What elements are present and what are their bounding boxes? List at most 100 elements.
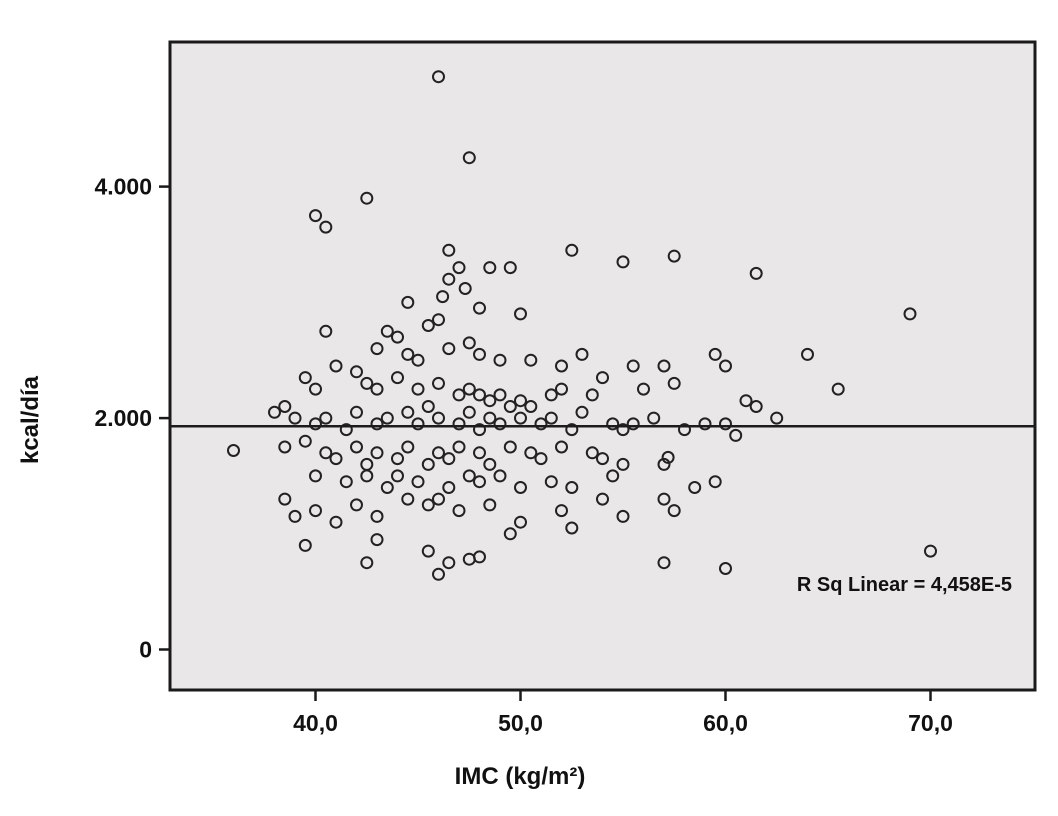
data-point <box>514 411 527 425</box>
x-tick-label: 60,0 <box>703 710 748 736</box>
data-point <box>421 498 435 512</box>
data-point <box>483 261 497 275</box>
data-point <box>616 509 630 523</box>
data-point <box>462 405 476 419</box>
data-point <box>370 382 384 396</box>
data-point <box>678 423 691 437</box>
data-point <box>288 509 302 523</box>
data-point <box>698 417 712 431</box>
data-point <box>657 492 671 506</box>
data-point <box>555 359 568 373</box>
data-point <box>739 394 753 408</box>
data-point <box>749 400 763 413</box>
data-point <box>360 556 374 570</box>
data-point <box>380 411 394 425</box>
data-point <box>503 527 517 541</box>
data-point <box>298 434 312 448</box>
data-point <box>667 376 681 390</box>
data-point <box>719 417 732 431</box>
data-point <box>370 509 384 523</box>
data-point <box>298 538 312 552</box>
data-point <box>329 515 343 529</box>
data-point <box>729 428 743 442</box>
data-point <box>503 440 517 454</box>
data-point <box>503 400 517 413</box>
y-axis-ticks: 0 2.000 4.000 <box>94 174 169 663</box>
data-point <box>268 405 281 419</box>
data-point <box>370 446 384 460</box>
data-point <box>278 440 292 454</box>
data-point <box>647 411 661 425</box>
data-point <box>555 504 568 518</box>
data-point <box>432 567 445 581</box>
data-point <box>585 446 599 460</box>
data-point <box>442 481 456 494</box>
data-point <box>370 417 384 431</box>
data-point <box>442 243 456 257</box>
data-point <box>442 342 456 356</box>
data-point <box>719 359 732 373</box>
data-point <box>360 376 374 390</box>
data-point <box>329 452 343 466</box>
data-point <box>637 382 650 396</box>
data-point <box>708 347 722 361</box>
data-point <box>688 481 702 494</box>
data-point <box>503 261 517 275</box>
data-point <box>483 498 497 512</box>
data-point <box>473 388 486 402</box>
data-point <box>421 400 435 413</box>
y-tick-label: 0 <box>139 637 152 663</box>
x-tick-label: 50,0 <box>498 710 543 736</box>
data-point <box>473 446 486 460</box>
data-point <box>524 353 538 367</box>
data-point <box>534 417 548 431</box>
data-point <box>411 353 425 367</box>
data-point <box>319 446 333 460</box>
data-point <box>442 452 456 466</box>
data-point <box>596 492 609 506</box>
data-point <box>391 330 404 344</box>
data-point <box>391 469 404 483</box>
plot-area <box>168 40 1037 692</box>
data-point <box>278 400 292 413</box>
data-point <box>432 411 445 425</box>
data-point <box>524 400 538 413</box>
data-point <box>585 388 599 402</box>
data-point <box>319 220 333 234</box>
data-point <box>442 272 456 286</box>
data-point <box>667 249 681 263</box>
data-point <box>339 423 353 437</box>
data-point <box>473 423 486 437</box>
data-point <box>462 469 476 483</box>
data-point <box>473 475 486 489</box>
data-point <box>401 347 415 361</box>
data-point <box>719 562 732 575</box>
data-point <box>309 469 322 483</box>
data-point <box>626 359 640 373</box>
data-point <box>749 266 763 280</box>
data-point <box>462 151 476 165</box>
data-point <box>606 417 620 431</box>
data-point <box>565 423 579 437</box>
data-point <box>801 347 814 361</box>
data-point <box>391 452 404 466</box>
data-point <box>596 452 609 466</box>
data-point <box>514 515 527 529</box>
data-point <box>309 504 322 518</box>
data-point <box>391 371 404 385</box>
data-point <box>432 446 445 460</box>
data-point <box>493 417 507 431</box>
data-point <box>350 405 363 419</box>
data-point <box>565 521 579 535</box>
data-point <box>421 544 435 558</box>
data-point <box>432 313 445 327</box>
data-point <box>534 452 548 466</box>
data-point <box>483 394 497 408</box>
data-point <box>544 411 558 425</box>
data-point <box>421 457 435 471</box>
data-point <box>616 457 630 471</box>
data-point <box>278 492 292 506</box>
data-point <box>360 469 374 483</box>
